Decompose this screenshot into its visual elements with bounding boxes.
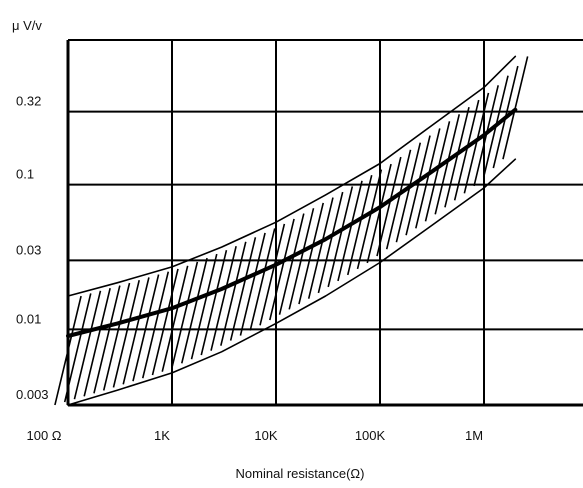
hatch-line <box>434 114 461 215</box>
hatch-line <box>453 99 480 201</box>
hatch-line <box>405 135 431 236</box>
hatch-line <box>122 277 150 385</box>
hatch-line <box>395 142 422 243</box>
hatch-line <box>210 246 237 351</box>
hatch-line <box>239 232 266 336</box>
x-tick-label: 1M <box>465 428 483 443</box>
lower-bound-curve <box>67 158 517 406</box>
hatch-line <box>366 163 392 264</box>
hatch-line <box>307 197 334 299</box>
hatch-line <box>249 228 276 331</box>
hatch-line <box>444 106 470 208</box>
hatch-line <box>385 149 412 250</box>
hatch-line <box>278 213 305 315</box>
hatch-line <box>317 191 344 294</box>
y-tick-label: 0.003 <box>16 387 49 402</box>
hatch-line <box>102 282 131 391</box>
hatch-line <box>463 92 490 194</box>
upper-bound-curve <box>67 55 517 297</box>
x-tick-label: 10K <box>254 428 277 443</box>
hatch-line <box>327 186 354 288</box>
hatch-line <box>93 285 121 394</box>
hatch-line <box>141 271 170 379</box>
hatch-line <box>83 288 111 397</box>
hatch-line <box>356 169 383 270</box>
hatch-line <box>337 180 363 282</box>
x-tick-label: 100K <box>355 428 386 443</box>
hatch-line <box>151 268 179 376</box>
hatch-line <box>132 274 160 382</box>
hatch-line <box>229 237 257 341</box>
hatch-line <box>376 156 402 257</box>
hatch-line <box>288 208 315 310</box>
y-tick-label: 0.1 <box>16 167 34 182</box>
x-tick-labels: 100 Ω 1K 10K 100K 1M <box>26 428 483 443</box>
y-tick-label: 0.01 <box>16 311 41 326</box>
hatch-line <box>112 280 140 388</box>
hatch-line <box>415 128 441 229</box>
hatch-line <box>346 175 373 276</box>
hatch-line <box>298 202 325 305</box>
y-axis-label: μ V/v <box>12 18 42 33</box>
x-tick-label: 100 Ω <box>26 428 61 443</box>
hatch-line <box>73 290 102 400</box>
hatch-line <box>171 261 199 368</box>
x-tick-label: 1K <box>154 428 170 443</box>
y-tick-label: 0.32 <box>16 94 41 109</box>
hatch-line <box>190 253 218 360</box>
hatch-line <box>220 241 247 346</box>
typical-curve <box>66 107 518 338</box>
plot-frame <box>66 39 583 407</box>
y-tick-label: 0.03 <box>16 242 41 257</box>
series-lines <box>66 55 518 406</box>
x-axis-label: Nominal resistance(Ω) <box>236 466 365 481</box>
hatch-line <box>161 265 189 372</box>
hatch-line <box>200 250 228 356</box>
y-tick-labels: 0.003 0.01 0.03 0.1 0.32 <box>16 94 49 402</box>
hatch-line <box>424 121 451 222</box>
hatch-line <box>259 223 286 326</box>
hatch-line <box>269 218 295 321</box>
hatch-line <box>180 257 208 364</box>
